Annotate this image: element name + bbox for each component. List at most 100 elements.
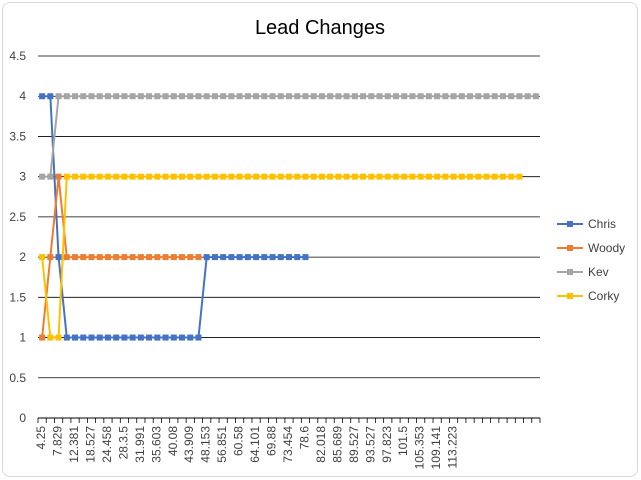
data-point-chris [286, 254, 292, 261]
data-point-kev [269, 93, 276, 100]
data-point-chris [96, 334, 103, 341]
data-point-kev [277, 93, 284, 100]
data-point-kev [532, 93, 539, 100]
data-point-chris [294, 254, 301, 261]
legend: Chris Woody Kev Corky [557, 217, 625, 303]
data-point-corky [516, 173, 523, 180]
data-point-kev [434, 93, 441, 100]
data-point-chris [170, 334, 177, 341]
data-point-chris [269, 254, 276, 261]
data-point-corky [327, 173, 334, 180]
data-point-corky [137, 173, 144, 180]
data-point-kev [236, 93, 243, 100]
x-tick-label: 35.603 [149, 426, 163, 463]
data-point-corky [384, 173, 391, 180]
data-point-woody [121, 254, 128, 261]
x-tick-label: 105.353 [413, 426, 427, 470]
data-point-corky [475, 173, 482, 180]
y-tick-label: 1.5 [9, 290, 26, 304]
data-point-kev [170, 93, 177, 100]
data-point-chris [228, 254, 235, 261]
x-tick-label: 93.527 [363, 426, 377, 463]
data-point-corky [88, 173, 95, 180]
data-point-woody [104, 254, 111, 261]
gridlines [38, 55, 540, 379]
data-point-corky [302, 173, 309, 180]
data-point-kev [499, 93, 506, 100]
data-point-corky [417, 173, 424, 180]
data-point-chris [162, 334, 169, 341]
data-point-corky [47, 334, 54, 341]
x-tick-label: 31.991 [133, 426, 147, 463]
legend-label-kev: Kev [588, 265, 609, 279]
data-point-corky [195, 173, 202, 180]
data-point-corky [409, 173, 416, 180]
data-point-woody [63, 254, 70, 261]
data-point-corky [162, 173, 169, 180]
data-point-corky [458, 173, 465, 180]
data-point-corky [236, 173, 243, 180]
x-tick-label: 73.454 [281, 426, 295, 463]
data-point-corky [146, 173, 153, 180]
data-point-kev [335, 93, 342, 100]
data-point-corky [368, 173, 375, 180]
data-point-corky [392, 173, 399, 180]
data-point-kev [524, 93, 531, 100]
data-point-kev [55, 93, 62, 100]
data-point-corky [401, 173, 408, 180]
data-point-corky [228, 173, 235, 180]
data-point-chris [261, 254, 268, 261]
data-point-kev [310, 93, 317, 100]
y-tick-label: 3.5 [9, 129, 26, 143]
data-point-kev [516, 93, 523, 100]
data-point-kev [401, 93, 408, 100]
data-point-chris [146, 334, 153, 341]
data-point-corky [154, 173, 161, 180]
data-point-kev [475, 93, 482, 100]
data-point-chris [302, 254, 309, 261]
data-point-corky [269, 173, 276, 180]
legend-marker-corky [567, 293, 573, 299]
y-tick-label: 4 [19, 89, 26, 103]
data-point-woody [80, 254, 87, 261]
data-point-woody [137, 254, 144, 261]
x-tick-label: 78.6 [297, 426, 311, 450]
data-point-kev [187, 93, 194, 100]
data-point-corky [360, 173, 367, 180]
y-tick-label: 2.5 [9, 210, 26, 224]
legend-label-woody: Woody [588, 241, 625, 255]
data-point-kev [162, 93, 169, 100]
data-point-corky [39, 254, 46, 261]
x-tick-label: 48.153 [199, 426, 213, 463]
data-point-corky [483, 173, 490, 180]
data-point-kev [129, 93, 136, 100]
data-point-kev [458, 93, 465, 100]
data-point-kev [104, 93, 111, 100]
x-tick-label: 4.25 [34, 426, 48, 450]
data-point-woody [162, 254, 169, 261]
data-point-kev [368, 93, 375, 100]
y-tick-label: 0 [19, 411, 26, 425]
data-point-kev [302, 93, 309, 100]
data-point-kev [467, 93, 474, 100]
x-tick-label: 40.08 [166, 426, 180, 456]
data-point-corky [425, 173, 432, 180]
data-point-kev [261, 93, 268, 100]
x-tick-label: 82.018 [314, 426, 328, 463]
data-point-kev [88, 93, 95, 100]
data-point-corky [261, 173, 268, 180]
data-point-corky [113, 173, 120, 180]
data-point-chris [137, 334, 144, 341]
x-tick-label: 56.851 [215, 426, 229, 463]
data-point-corky [491, 173, 498, 180]
data-point-kev [63, 93, 70, 100]
data-point-chris [63, 334, 70, 341]
x-tick-label: 28.3.5 [116, 426, 130, 460]
data-point-woody [154, 254, 161, 261]
data-point-woody [146, 254, 153, 261]
data-point-corky [467, 173, 474, 180]
data-point-kev [203, 93, 210, 100]
data-point-kev [244, 93, 251, 100]
data-point-kev [137, 93, 144, 100]
x-tick-label: 69.88 [265, 426, 279, 456]
